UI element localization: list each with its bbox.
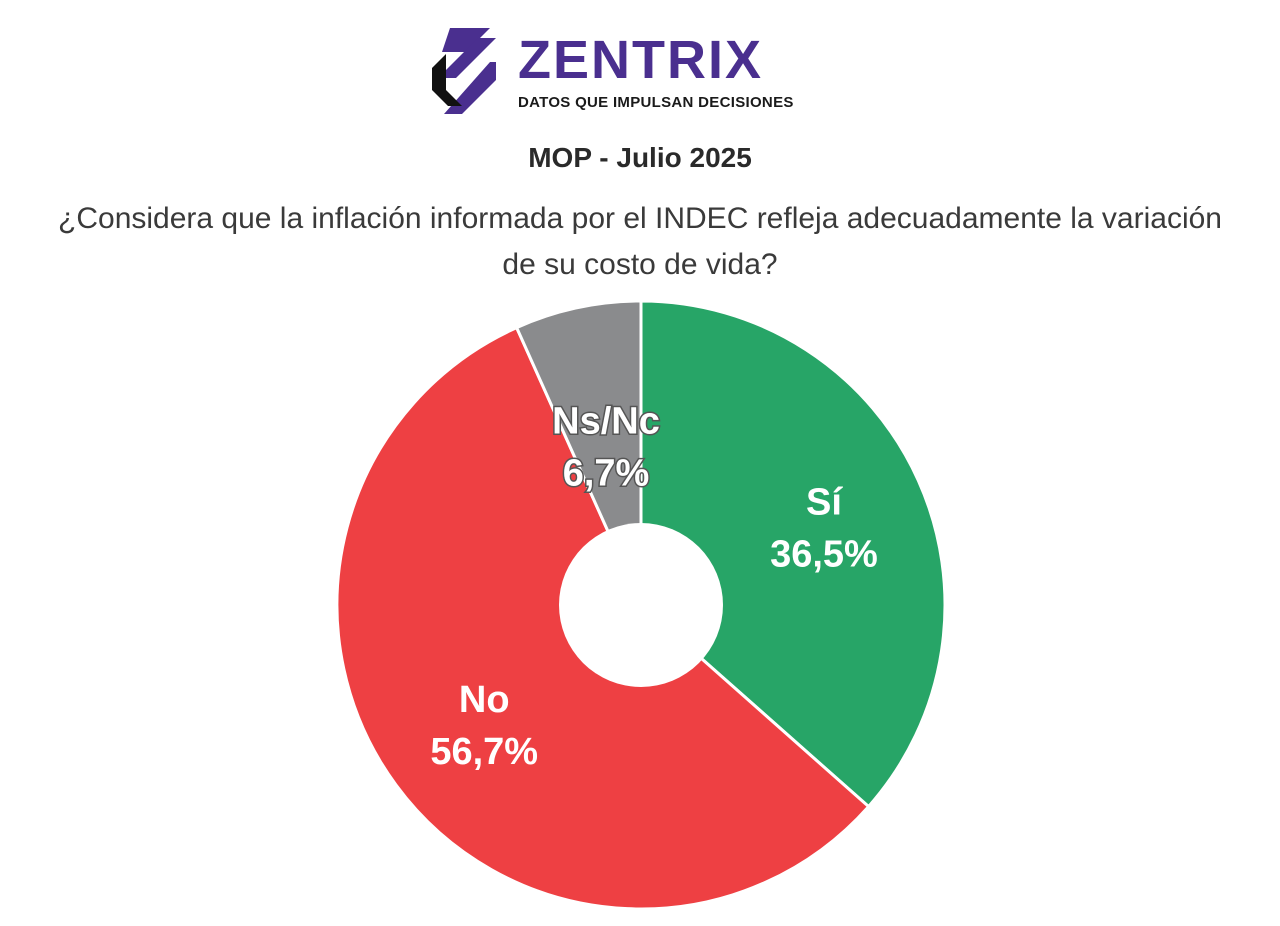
- slice-name-label: No: [459, 679, 510, 721]
- slice-name-label: Ns/Nc: [552, 400, 660, 442]
- chart-subtitle: ¿Considera que la inflación informada po…: [58, 202, 1222, 281]
- chart-title: MOP - Julio 2025: [528, 142, 752, 173]
- chart-labels: Sí 36,5% No 56,7% Ns/Nc 6,7%: [430, 399, 878, 773]
- slice-s-: [639, 299, 947, 809]
- slice-value-label: 6,7%: [563, 452, 650, 494]
- slice-ns-nc: [514, 299, 643, 606]
- donut-hole: [559, 523, 723, 687]
- slice-name-label: Sí: [806, 482, 843, 524]
- brand-name: ZENTRIX: [518, 30, 764, 90]
- slice-value-label: 36,5%: [770, 534, 878, 576]
- zentrix-logo-icon: [432, 28, 496, 114]
- brand-tagline: DATOS QUE IMPULSAN DECISIONES: [518, 94, 794, 111]
- brand-logo: ZENTRIX DATOS QUE IMPULSAN DECISIONES: [432, 28, 832, 118]
- slice-value-label: 56,7%: [430, 731, 538, 773]
